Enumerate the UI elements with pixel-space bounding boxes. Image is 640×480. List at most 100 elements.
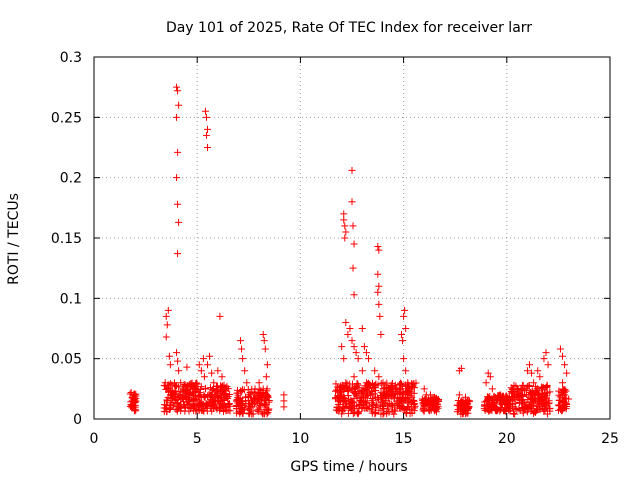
data-point-cluster [346, 400, 354, 408]
data-point-cluster [397, 385, 405, 393]
data-point [214, 367, 222, 375]
data-point [402, 367, 410, 375]
data-point [262, 373, 270, 381]
data-point-cluster [367, 405, 375, 413]
data-point [195, 361, 203, 369]
data-point-cluster [502, 406, 510, 414]
data-point-cluster [338, 391, 346, 399]
data-point-cluster [258, 396, 266, 404]
data-point-cluster [345, 395, 353, 403]
data-point-cluster [507, 384, 515, 392]
data-point-cluster [388, 379, 396, 387]
data-point [208, 369, 216, 377]
data-point-cluster [180, 380, 188, 388]
data-point-cluster [510, 409, 518, 417]
data-point [486, 373, 494, 381]
data-point [424, 397, 432, 405]
data-point-cluster [372, 380, 380, 388]
data-point [420, 385, 428, 393]
data-point-cluster [341, 397, 349, 405]
data-point-cluster [532, 383, 540, 391]
data-point-cluster [175, 394, 183, 402]
data-point-cluster [543, 410, 551, 418]
y-tick-label: 0.15 [51, 231, 82, 247]
x-axis-label: GPS time / hours [290, 459, 407, 475]
data-point-cluster [202, 384, 210, 392]
data-point [259, 331, 267, 339]
data-point [536, 403, 544, 411]
data-point-cluster [226, 407, 234, 415]
data-point [517, 397, 525, 405]
data-point-cluster [390, 406, 398, 414]
data-point [218, 373, 226, 381]
data-point-cluster [559, 385, 567, 393]
data-point-cluster [387, 400, 395, 408]
data-point [501, 401, 509, 409]
data-point [375, 300, 383, 308]
data-point-cluster [370, 401, 378, 409]
data-point [375, 282, 383, 290]
data-point-cluster [411, 400, 419, 408]
data-point-cluster [460, 407, 468, 415]
data-point-cluster [233, 405, 241, 413]
data-point [350, 373, 358, 381]
data-point-cluster [245, 409, 253, 417]
data-point [206, 391, 214, 399]
data-point-cluster [220, 407, 228, 415]
data-point [247, 391, 255, 399]
data-point [375, 246, 383, 254]
data-point [387, 391, 395, 399]
y-tick-labels: 0 0.05 0.1 0.15 0.2 0.25 0.3 [51, 50, 82, 428]
data-point [532, 397, 540, 405]
data-point [340, 355, 348, 363]
data-point [354, 381, 362, 389]
data-point-cluster [491, 406, 499, 414]
data-point [346, 325, 354, 332]
data-point-cluster [517, 384, 525, 392]
data-point-cluster [358, 397, 366, 405]
data-point [181, 391, 189, 399]
data-point [243, 379, 251, 387]
data-point [162, 312, 170, 320]
data-point-cluster [406, 398, 414, 406]
data-point [170, 379, 178, 387]
data-point [202, 131, 210, 139]
data-point [367, 391, 375, 399]
data-point [204, 125, 212, 133]
data-point [263, 361, 271, 369]
data-point [464, 405, 472, 413]
data-point [526, 361, 534, 369]
data-point [561, 361, 569, 369]
data-point [406, 385, 414, 393]
dense-point-cloud [126, 379, 573, 418]
data-point [342, 228, 350, 236]
data-point-cluster [255, 386, 263, 394]
data-point-cluster [338, 410, 346, 418]
data-point [534, 367, 542, 375]
data-point [542, 349, 550, 357]
data-point-cluster [256, 402, 264, 410]
x-tick-label: 25 [601, 431, 619, 447]
data-point [376, 312, 384, 320]
data-point [459, 403, 467, 411]
x-tick-label: 0 [90, 431, 99, 447]
data-point [348, 337, 356, 345]
data-point-cluster [261, 410, 269, 418]
data-point [173, 83, 181, 91]
data-point-cluster [208, 386, 216, 394]
data-point [174, 200, 182, 208]
data-point [400, 312, 408, 320]
data-point [338, 343, 346, 351]
data-point-cluster [511, 410, 519, 418]
data-point [375, 373, 383, 381]
data-point [410, 401, 418, 409]
data-point [503, 393, 511, 401]
data-point-cluster [249, 400, 257, 408]
data-point [492, 397, 500, 405]
data-point [556, 405, 564, 413]
data-point-cluster [513, 406, 521, 414]
data-point [358, 325, 366, 332]
x-tick-label: 10 [291, 431, 309, 447]
data-point-cluster [530, 408, 538, 416]
